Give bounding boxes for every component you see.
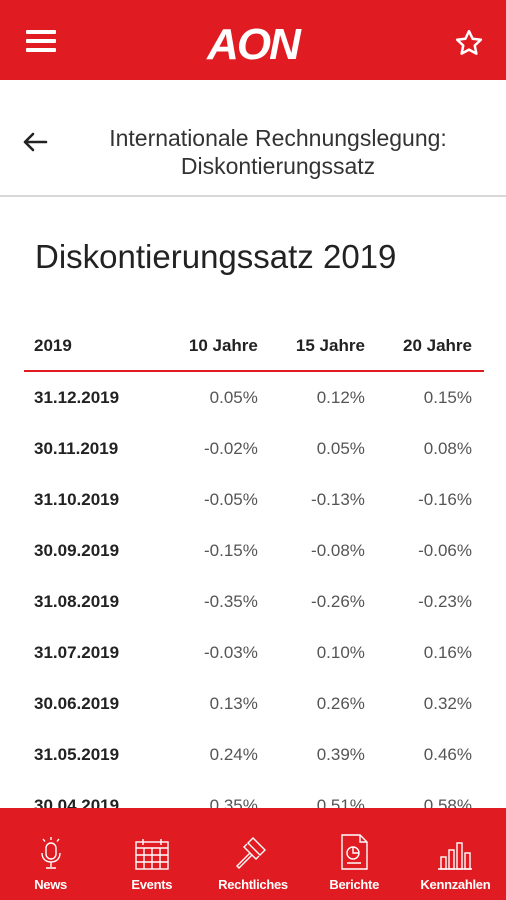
gavel-icon (236, 837, 266, 869)
rate-15y-cell: -0.13% (311, 489, 365, 509)
rate-15y-cell: -0.26% (311, 591, 365, 611)
table-header: 2019 10 Jahre 15 Jahre 20 Jahre (24, 322, 484, 372)
star-icon (455, 29, 483, 55)
rate-20y-cell: 0.15% (423, 387, 472, 407)
rate-20y-cell: 0.08% (423, 438, 472, 458)
menu-icon-line (26, 30, 56, 34)
rate-20y-cell: 0.16% (423, 642, 472, 662)
rate-20y-cell: 0.32% (423, 693, 472, 713)
nav-item-news[interactable]: News (0, 808, 101, 900)
rate-20y-cell: -0.23% (418, 591, 472, 611)
bar-chart-icon (438, 842, 473, 870)
table-row: 31.10.2019 -0.05% -0.13% -0.16% (24, 474, 484, 525)
column-header-10y: 10 Jahre (188, 336, 258, 355)
nav-item-events[interactable]: Events (101, 808, 202, 900)
page-title: Diskontierungssatz 2019 (35, 238, 397, 275)
date-cell: 30.06.2019 (34, 693, 120, 713)
rate-15y-cell: 0.12% (316, 387, 365, 407)
microphone-icon (40, 837, 61, 869)
top-app-bar: AON (0, 0, 506, 80)
back-button[interactable] (20, 130, 50, 154)
rate-20y-cell: 0.46% (423, 744, 472, 764)
rate-10y-cell: 0.24% (209, 744, 258, 764)
table-row: 31.05.2019 0.24% 0.39% 0.46% (24, 729, 484, 780)
date-cell: 31.10.2019 (34, 489, 120, 509)
date-cell: 31.07.2019 (34, 642, 120, 662)
calendar-icon (135, 839, 169, 870)
arrow-left-icon (23, 132, 48, 152)
header-title: Internationale Rechnungslegung: Diskonti… (109, 125, 447, 179)
date-cell: 31.05.2019 (34, 744, 120, 764)
rate-10y-cell: 0.13% (209, 693, 258, 713)
bottom-navigation: News Events Rechtliches Be (0, 808, 506, 900)
rate-10y-cell: -0.05% (203, 489, 258, 509)
rate-10y-cell: -0.35% (203, 591, 258, 611)
rate-15y-cell: 0.05% (316, 438, 365, 458)
rate-15y-cell: 0.26% (316, 693, 365, 713)
nav-label-events: Events (131, 877, 173, 892)
rate-15y-cell: -0.08% (311, 540, 365, 560)
table-row: 31.07.2019 -0.03% 0.10% 0.16% (24, 627, 484, 678)
table-row: 31.12.2019 0.05% 0.12% 0.15% (24, 372, 484, 423)
rate-10y-cell: 0.05% (209, 387, 258, 407)
table-row: 30.06.2019 0.13% 0.26% 0.32% (24, 678, 484, 729)
rate-10y-cell: -0.03% (203, 642, 258, 662)
favorite-button[interactable] (454, 28, 484, 58)
menu-icon-line (26, 39, 56, 43)
rate-10y-cell: -0.15% (203, 540, 258, 560)
aon-logo: AON (207, 20, 301, 69)
nav-label-legal: Rechtliches (218, 877, 288, 892)
rate-15y-cell: 0.10% (316, 642, 365, 662)
nav-label-reports: Berichte (329, 877, 380, 892)
date-cell: 31.08.2019 (34, 591, 120, 611)
report-icon (341, 834, 368, 870)
date-cell: 30.09.2019 (34, 540, 120, 560)
nav-item-legal[interactable]: Rechtliches (202, 808, 303, 900)
nav-item-kpis[interactable]: Kennzahlen (405, 808, 506, 900)
menu-icon-line (26, 48, 56, 52)
nav-item-reports[interactable]: Berichte (304, 808, 405, 900)
table-row: 31.08.2019 -0.35% -0.26% -0.23% (24, 576, 484, 627)
column-header-20y: 20 Jahre (402, 336, 472, 355)
date-cell: 30.11.2019 (34, 438, 119, 458)
date-cell: 31.12.2019 (34, 387, 120, 407)
rate-10y-cell: -0.02% (203, 438, 258, 458)
page-header: Internationale Rechnungslegung: Diskonti… (0, 80, 506, 197)
rate-15y-cell: 0.39% (316, 744, 365, 764)
table-row: 30.11.2019 -0.02% 0.05% 0.08% (24, 423, 484, 474)
column-header-15y: 15 Jahre (295, 336, 365, 355)
column-header-year: 2019 (34, 336, 72, 355)
nav-label-news: News (34, 877, 67, 892)
discount-rate-table: 2019 10 Jahre 15 Jahre 20 Jahre 31.12.20… (24, 322, 484, 831)
table-row: 30.09.2019 -0.15% -0.08% -0.06% (24, 525, 484, 576)
rate-20y-cell: -0.06% (418, 540, 472, 560)
nav-label-kpis: Kennzahlen (420, 877, 491, 892)
rate-20y-cell: -0.16% (418, 489, 472, 509)
menu-button[interactable] (26, 30, 56, 54)
